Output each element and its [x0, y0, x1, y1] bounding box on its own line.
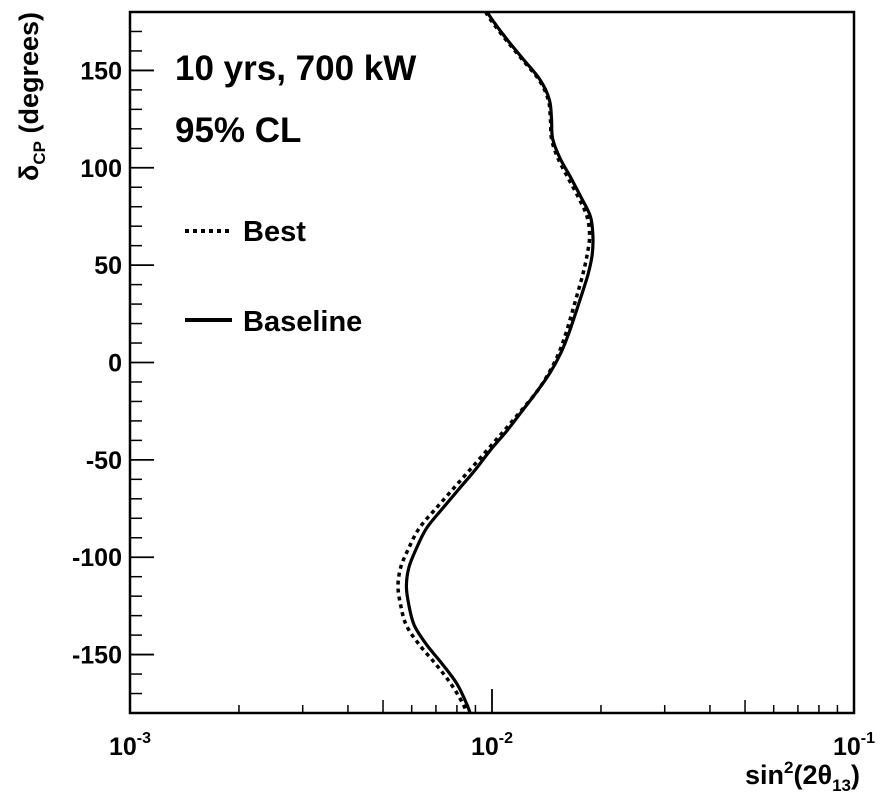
x-tick-label: 10-1: [833, 730, 875, 761]
x-axis-label-mid: (2θ: [793, 760, 832, 790]
series-line-baseline: [404, 11, 595, 714]
annotation-run-config: 10 yrs, 700 kW: [175, 49, 416, 88]
x-tick-label-base: 10: [471, 733, 499, 761]
series-line-best: [396, 11, 592, 714]
y-axis-label: δCP (degrees): [14, 12, 49, 181]
x-axis-label-sup: 2: [784, 758, 793, 777]
series-layer: [396, 11, 595, 714]
x-tick-label-exp: -2: [499, 730, 513, 747]
x-tick-label-base: 10: [109, 733, 137, 761]
y-axis-label-base: δ: [14, 165, 44, 181]
y-tick-label: -150: [72, 642, 122, 670]
y-tick-label: 0: [108, 350, 122, 378]
legend-label-baseline: Baseline: [243, 306, 362, 338]
y-tick-label: 100: [80, 155, 122, 183]
y-ticks-group: 150 100 50 0 -50 -100 -150: [72, 11, 154, 714]
x-tick-label: 10-3: [109, 730, 151, 761]
x-tick-label-base: 10: [833, 733, 861, 761]
x-tick-label-exp: -3: [137, 730, 151, 747]
x-axis-label-end: ): [851, 760, 860, 790]
x-tick-label: 10-2: [471, 730, 513, 761]
y-axis-label-sub: CP: [30, 141, 49, 165]
legend-label-best: Best: [243, 216, 306, 248]
x-axis-label: sin2(2θ13): [745, 758, 860, 794]
x-ticks-group: 10-3 10-2 10-1: [109, 689, 875, 761]
y-tick-label: 150: [80, 57, 122, 85]
x-tick-label-exp: -1: [861, 730, 875, 747]
y-tick-label: -100: [72, 544, 122, 572]
x-axis-label-sub: 13: [832, 776, 851, 794]
legend: Best Baseline: [185, 216, 362, 338]
y-tick-label: 50: [94, 252, 122, 280]
annotation-confidence-level: 95% CL: [175, 111, 301, 150]
y-axis-label-end: (degrees): [14, 12, 44, 141]
y-tick-label: -50: [86, 447, 122, 475]
x-axis-label-base: sin: [745, 760, 784, 790]
